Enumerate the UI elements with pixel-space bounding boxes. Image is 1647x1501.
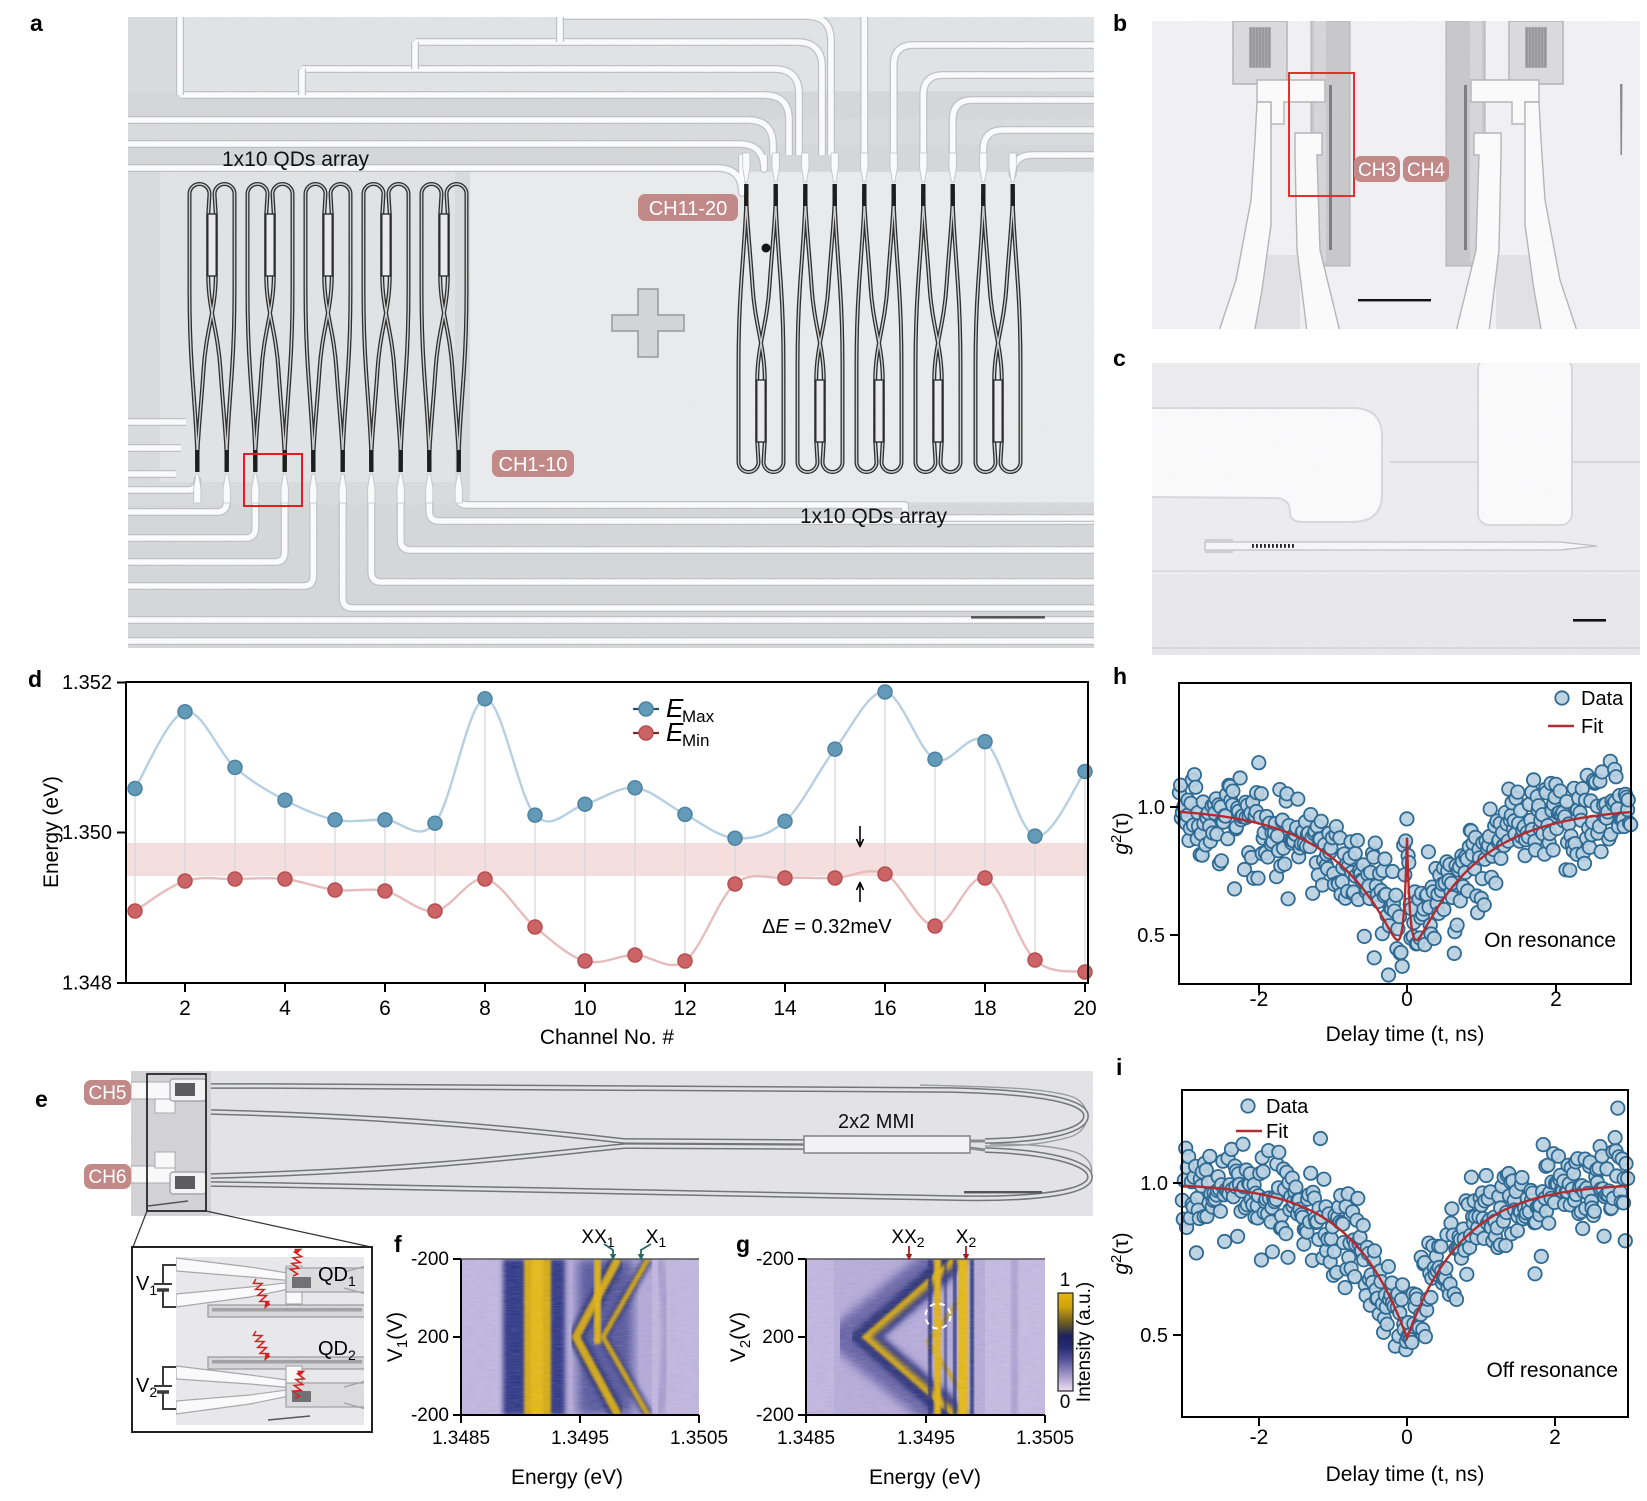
svg-text:1.3505: 1.3505 [670,1428,728,1449]
svg-text:1.3485: 1.3485 [777,1428,835,1449]
svg-text:-2: -2 [1250,1426,1269,1449]
svg-text:10: 10 [573,997,596,1020]
svg-text:0: 0 [1401,988,1413,1011]
svg-text:V2(V): V2(V) [727,1312,754,1362]
svg-text:CH5: CH5 [88,1083,126,1104]
svg-text:0: 0 [1401,1426,1413,1449]
svg-text:1x10 QDs array: 1x10 QDs array [800,505,948,528]
svg-text:8: 8 [479,997,491,1020]
svg-text:2: 2 [179,997,191,1020]
svg-text:CH3: CH3 [1358,160,1396,181]
svg-text:Delay time (t, ns): Delay time (t, ns) [1326,1463,1485,1486]
svg-text:-200: -200 [411,1405,449,1426]
svg-text:Energy (eV): Energy (eV) [869,1466,981,1489]
svg-text:6: 6 [379,997,391,1020]
svg-text:Data: Data [1266,1096,1309,1118]
svg-text:CH11-20: CH11-20 [649,198,728,220]
svg-text:Fit: Fit [1266,1121,1289,1143]
svg-text:Energy (eV): Energy (eV) [511,1466,623,1489]
svg-text:V1(V): V1(V) [384,1312,411,1362]
svg-text:1.352: 1.352 [62,672,112,694]
svg-text:1.3485: 1.3485 [432,1428,490,1449]
svg-text:Off resonance: Off resonance [1486,1359,1618,1382]
svg-text:Intensity (a.u.): Intensity (a.u.) [1074,1282,1095,1402]
svg-text:2: 2 [1550,988,1562,1011]
svg-text:Fit: Fit [1581,716,1604,738]
svg-text:CH1-10: CH1-10 [499,454,568,476]
svg-text:0.5: 0.5 [1137,925,1165,947]
svg-text:-200: -200 [756,1249,794,1270]
svg-text:X1: X1 [646,1227,667,1250]
svg-text:E: E [666,693,684,723]
svg-text:1.3505: 1.3505 [1016,1428,1074,1449]
svg-text:0: 0 [1060,1392,1071,1413]
svg-text:1.0: 1.0 [1140,1173,1168,1195]
svg-text:1.350: 1.350 [62,822,112,844]
svg-text:g2(τ): g2(τ) [1108,812,1133,854]
svg-text:1.3495: 1.3495 [897,1428,955,1449]
svg-text:12: 12 [673,997,696,1020]
svg-text:Energy (eV): Energy (eV) [40,776,63,888]
svg-text:1.3495: 1.3495 [551,1428,609,1449]
svg-text:0.5: 0.5 [1140,1325,1168,1347]
svg-text:-200: -200 [411,1249,449,1270]
svg-text:-200: -200 [756,1405,794,1426]
svg-text:2: 2 [1549,1426,1561,1449]
svg-text:1x10 QDs array: 1x10 QDs array [222,148,370,171]
svg-text:g2(τ): g2(τ) [1108,1232,1133,1274]
svg-text:XX2: XX2 [891,1227,924,1250]
svg-text:Channel No. #: Channel No. # [540,1026,675,1049]
svg-text:1.348: 1.348 [62,973,112,995]
svg-text:14: 14 [773,997,797,1020]
svg-text:-2: -2 [1250,988,1269,1011]
svg-text:200: 200 [417,1327,449,1348]
svg-text:Delay time (t, ns): Delay time (t, ns) [1326,1023,1485,1046]
svg-text:20: 20 [1073,997,1096,1020]
svg-text:E: E [666,717,684,747]
svg-text:200: 200 [762,1327,794,1348]
svg-text:1: 1 [1060,1270,1071,1291]
svg-text:1.0: 1.0 [1137,797,1165,819]
svg-text:Max: Max [682,707,715,726]
svg-text:4: 4 [279,997,291,1020]
svg-text:18: 18 [973,997,996,1020]
svg-text:On resonance: On resonance [1484,929,1616,952]
svg-text:Min: Min [682,731,709,750]
svg-text:XX1: XX1 [581,1227,614,1250]
svg-text:ΔE = 0.32meV: ΔE = 0.32meV [762,916,892,938]
svg-text:Data: Data [1581,688,1624,710]
svg-text:16: 16 [873,997,896,1020]
svg-text:CH4: CH4 [1407,160,1445,181]
svg-text:2x2 MMI: 2x2 MMI [838,1111,915,1133]
svg-text:CH6: CH6 [88,1167,126,1188]
